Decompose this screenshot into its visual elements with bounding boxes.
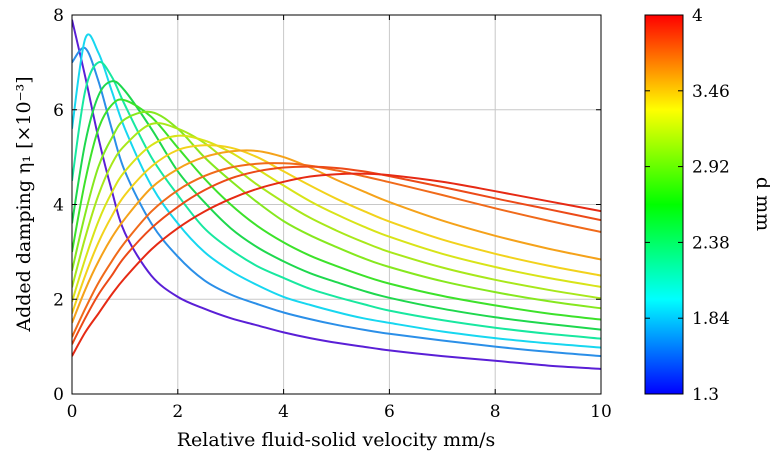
colorbar-tick-label: 2.92 xyxy=(692,158,730,178)
y-tick-label: 8 xyxy=(53,6,64,26)
colorbar-label: d mm xyxy=(752,177,770,231)
series-line-d-3_73 xyxy=(72,162,601,338)
series-line-d-2_11 xyxy=(72,61,601,340)
series-line-d-1_84 xyxy=(72,33,601,349)
series-line-d-3_19 xyxy=(72,144,601,314)
series-line-d-2_65 xyxy=(72,110,601,310)
x-tick-label: 2 xyxy=(172,402,183,422)
series-line-d-1_57 xyxy=(72,46,601,358)
series-line-d-4 xyxy=(72,172,601,357)
y-tick-label: 2 xyxy=(53,290,64,310)
x-axis-label: Relative fluid-solid velocity mm/s xyxy=(177,429,496,451)
colorbar-tick-label: 4 xyxy=(692,6,703,26)
colorbar-tick-label: 2.38 xyxy=(692,233,730,253)
series-line-d-2_92 xyxy=(72,134,601,302)
x-tick-label: 8 xyxy=(490,402,501,422)
y-tick-label: 6 xyxy=(53,101,64,121)
series-line-d-2_38 xyxy=(72,98,601,321)
colorbar-tick-label: 1.84 xyxy=(692,309,730,329)
colorbar-ticks: 1.3 1.84 2.38 2.92 3.46 4 xyxy=(645,6,730,405)
x-tick-label: 4 xyxy=(278,402,289,422)
series-line-d-1_3 xyxy=(72,19,601,370)
series-line-d-2_78 xyxy=(72,122,601,300)
x-tick-label: 10 xyxy=(590,402,612,422)
y-axis-label: Added damping η₁ [×10⁻³] xyxy=(13,76,35,332)
y-tick-label: 4 xyxy=(53,196,64,216)
x-tick-label: 6 xyxy=(384,402,395,422)
x-tick-label: 0 xyxy=(67,402,78,422)
colorbar-tick-label: 1.3 xyxy=(692,385,719,405)
series-line-d-3_46 xyxy=(72,149,601,324)
colorbar xyxy=(644,14,684,395)
series-line-d-3_86 xyxy=(72,165,601,345)
colorbar-tick-label: 3.46 xyxy=(692,82,730,102)
series-group xyxy=(72,19,601,370)
y-tick-label: 0 xyxy=(53,385,64,405)
series-line-d-2_24 xyxy=(72,80,601,331)
axis-ticks: 0 2 4 6 8 10 0 2 4 6 8 xyxy=(53,6,612,422)
